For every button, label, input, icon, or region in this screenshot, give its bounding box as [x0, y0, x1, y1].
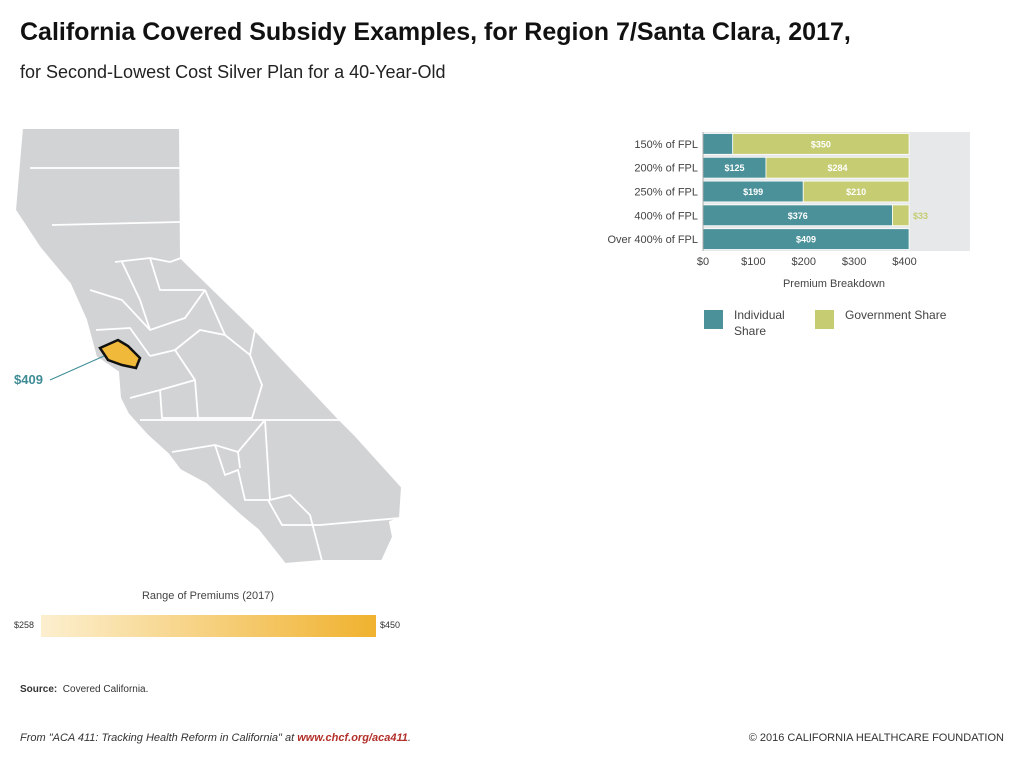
category-label: 150% of FPL: [634, 139, 698, 151]
range-title: Range of Premiums (2017): [141, 590, 275, 602]
x-tick-label: $300: [842, 256, 866, 268]
source-note: Source: Covered California.: [20, 684, 148, 695]
range-min-label: $258: [14, 620, 35, 630]
footer-copyright: © 2016 CALIFORNIA HEALTHCARE FOUNDATION: [748, 732, 1004, 744]
bar-value-label: $33: [913, 211, 928, 221]
x-tick-label: $200: [792, 256, 816, 268]
bar-individual-share: [702, 133, 734, 155]
premium-gradient-bar: [41, 615, 376, 637]
category-label: 400% of FPL: [634, 210, 698, 222]
x-axis-label: Premium Breakdown: [783, 278, 885, 290]
callout-leader: [49, 355, 105, 381]
x-tick-label: $0: [697, 256, 709, 268]
bar-government-share: [892, 204, 910, 227]
region-premium-callout: $409: [14, 372, 43, 387]
category-label: 200% of FPL: [634, 163, 698, 175]
legend-label-government: Government Share: [845, 308, 947, 322]
bar-government-share: [765, 156, 910, 179]
footer-citation: From "ACA 411: Tracking Health Reform in…: [20, 732, 411, 744]
legend-swatch-individual: [704, 310, 723, 329]
bar-value-label: $125: [724, 163, 744, 173]
source-label: Source:: [20, 684, 58, 695]
range-max-label: $450: [380, 620, 401, 630]
california-outline: [13, 127, 404, 566]
x-tick-label: $100: [741, 256, 765, 268]
santa-clara-region: [98, 338, 142, 370]
bar-value-label: $409: [796, 235, 816, 245]
bar-value-label: $210: [846, 187, 866, 197]
california-map: [13, 127, 404, 566]
category-label: 250% of FPL: [634, 187, 698, 199]
footer-prefix: From "ACA 411: Tracking Health Reform in…: [20, 732, 298, 744]
bar-government-share: [802, 180, 910, 203]
chart-subtitle: for Second-Lowest Cost Silver Plan for a…: [20, 62, 446, 82]
bar-value-label: $376: [788, 211, 808, 221]
footer-link[interactable]: www.chcf.org/aca411: [297, 732, 408, 744]
source-text: Covered California.: [62, 684, 149, 695]
legend-label-individual: Individual Share: [734, 308, 785, 338]
footer-suffix: .: [407, 732, 411, 744]
chart-title: California Covered Subsidy Examples, for…: [20, 18, 851, 46]
bar-value-label: $350: [811, 139, 831, 149]
bar-value-label: $199: [743, 187, 763, 197]
x-tick-label: $400: [892, 256, 916, 268]
bar-value-label: $284: [827, 163, 847, 173]
legend-swatch-government: [815, 310, 834, 329]
bar-government-share: [732, 133, 910, 155]
category-label: Over 400% of FPL: [608, 234, 699, 246]
